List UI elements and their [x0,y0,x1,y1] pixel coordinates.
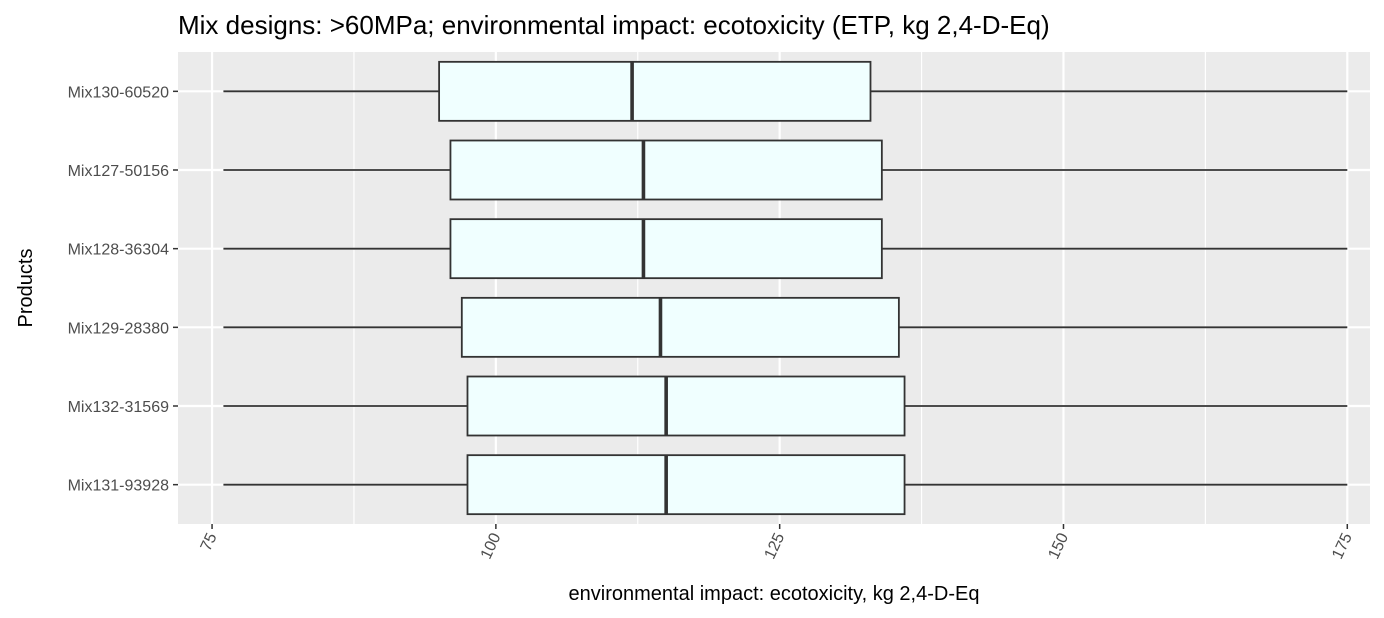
box [449,139,883,201]
box-plots [223,60,1348,516]
y-axis: Mix130-60520 Mix127-50156 Mix128-36304 Mix1… [68,84,178,495]
box-plot [223,375,1348,437]
x-tick-label: 75 [198,530,221,553]
y-tick-label: Mix131-93928 [68,478,170,495]
box [460,296,900,358]
box [449,218,883,280]
y-tick-label: Mix127-50156 [68,163,170,180]
y-tick-label: Mix129-28380 [68,320,170,337]
y-tick-label: Mix132-31569 [68,399,170,416]
y-tick-label: Mix128-36304 [68,242,170,259]
x-tick-label: 125 [762,530,789,561]
box-plot [223,296,1348,358]
box-plot [223,454,1348,516]
box [438,60,872,122]
box [466,454,906,516]
x-axis: 75 100 125 150 175 [198,524,1356,562]
chart-title: Mix designs: >60MPa; environmental impac… [178,10,1050,40]
y-axis-title: Products [15,249,37,328]
box-plot [223,60,1348,122]
box-plot [223,139,1348,201]
x-tick-label: 175 [1329,530,1356,561]
box-plot [223,218,1348,280]
box [466,375,906,437]
plot-panel [178,52,1370,524]
x-tick-label: 100 [478,530,505,561]
y-tick-label: Mix130-60520 [68,84,170,101]
x-tick-label: 150 [1045,530,1072,561]
minor-gridlines [353,52,1206,524]
x-axis-title: environmental impact: ecotoxicity, kg 2,… [569,583,980,605]
